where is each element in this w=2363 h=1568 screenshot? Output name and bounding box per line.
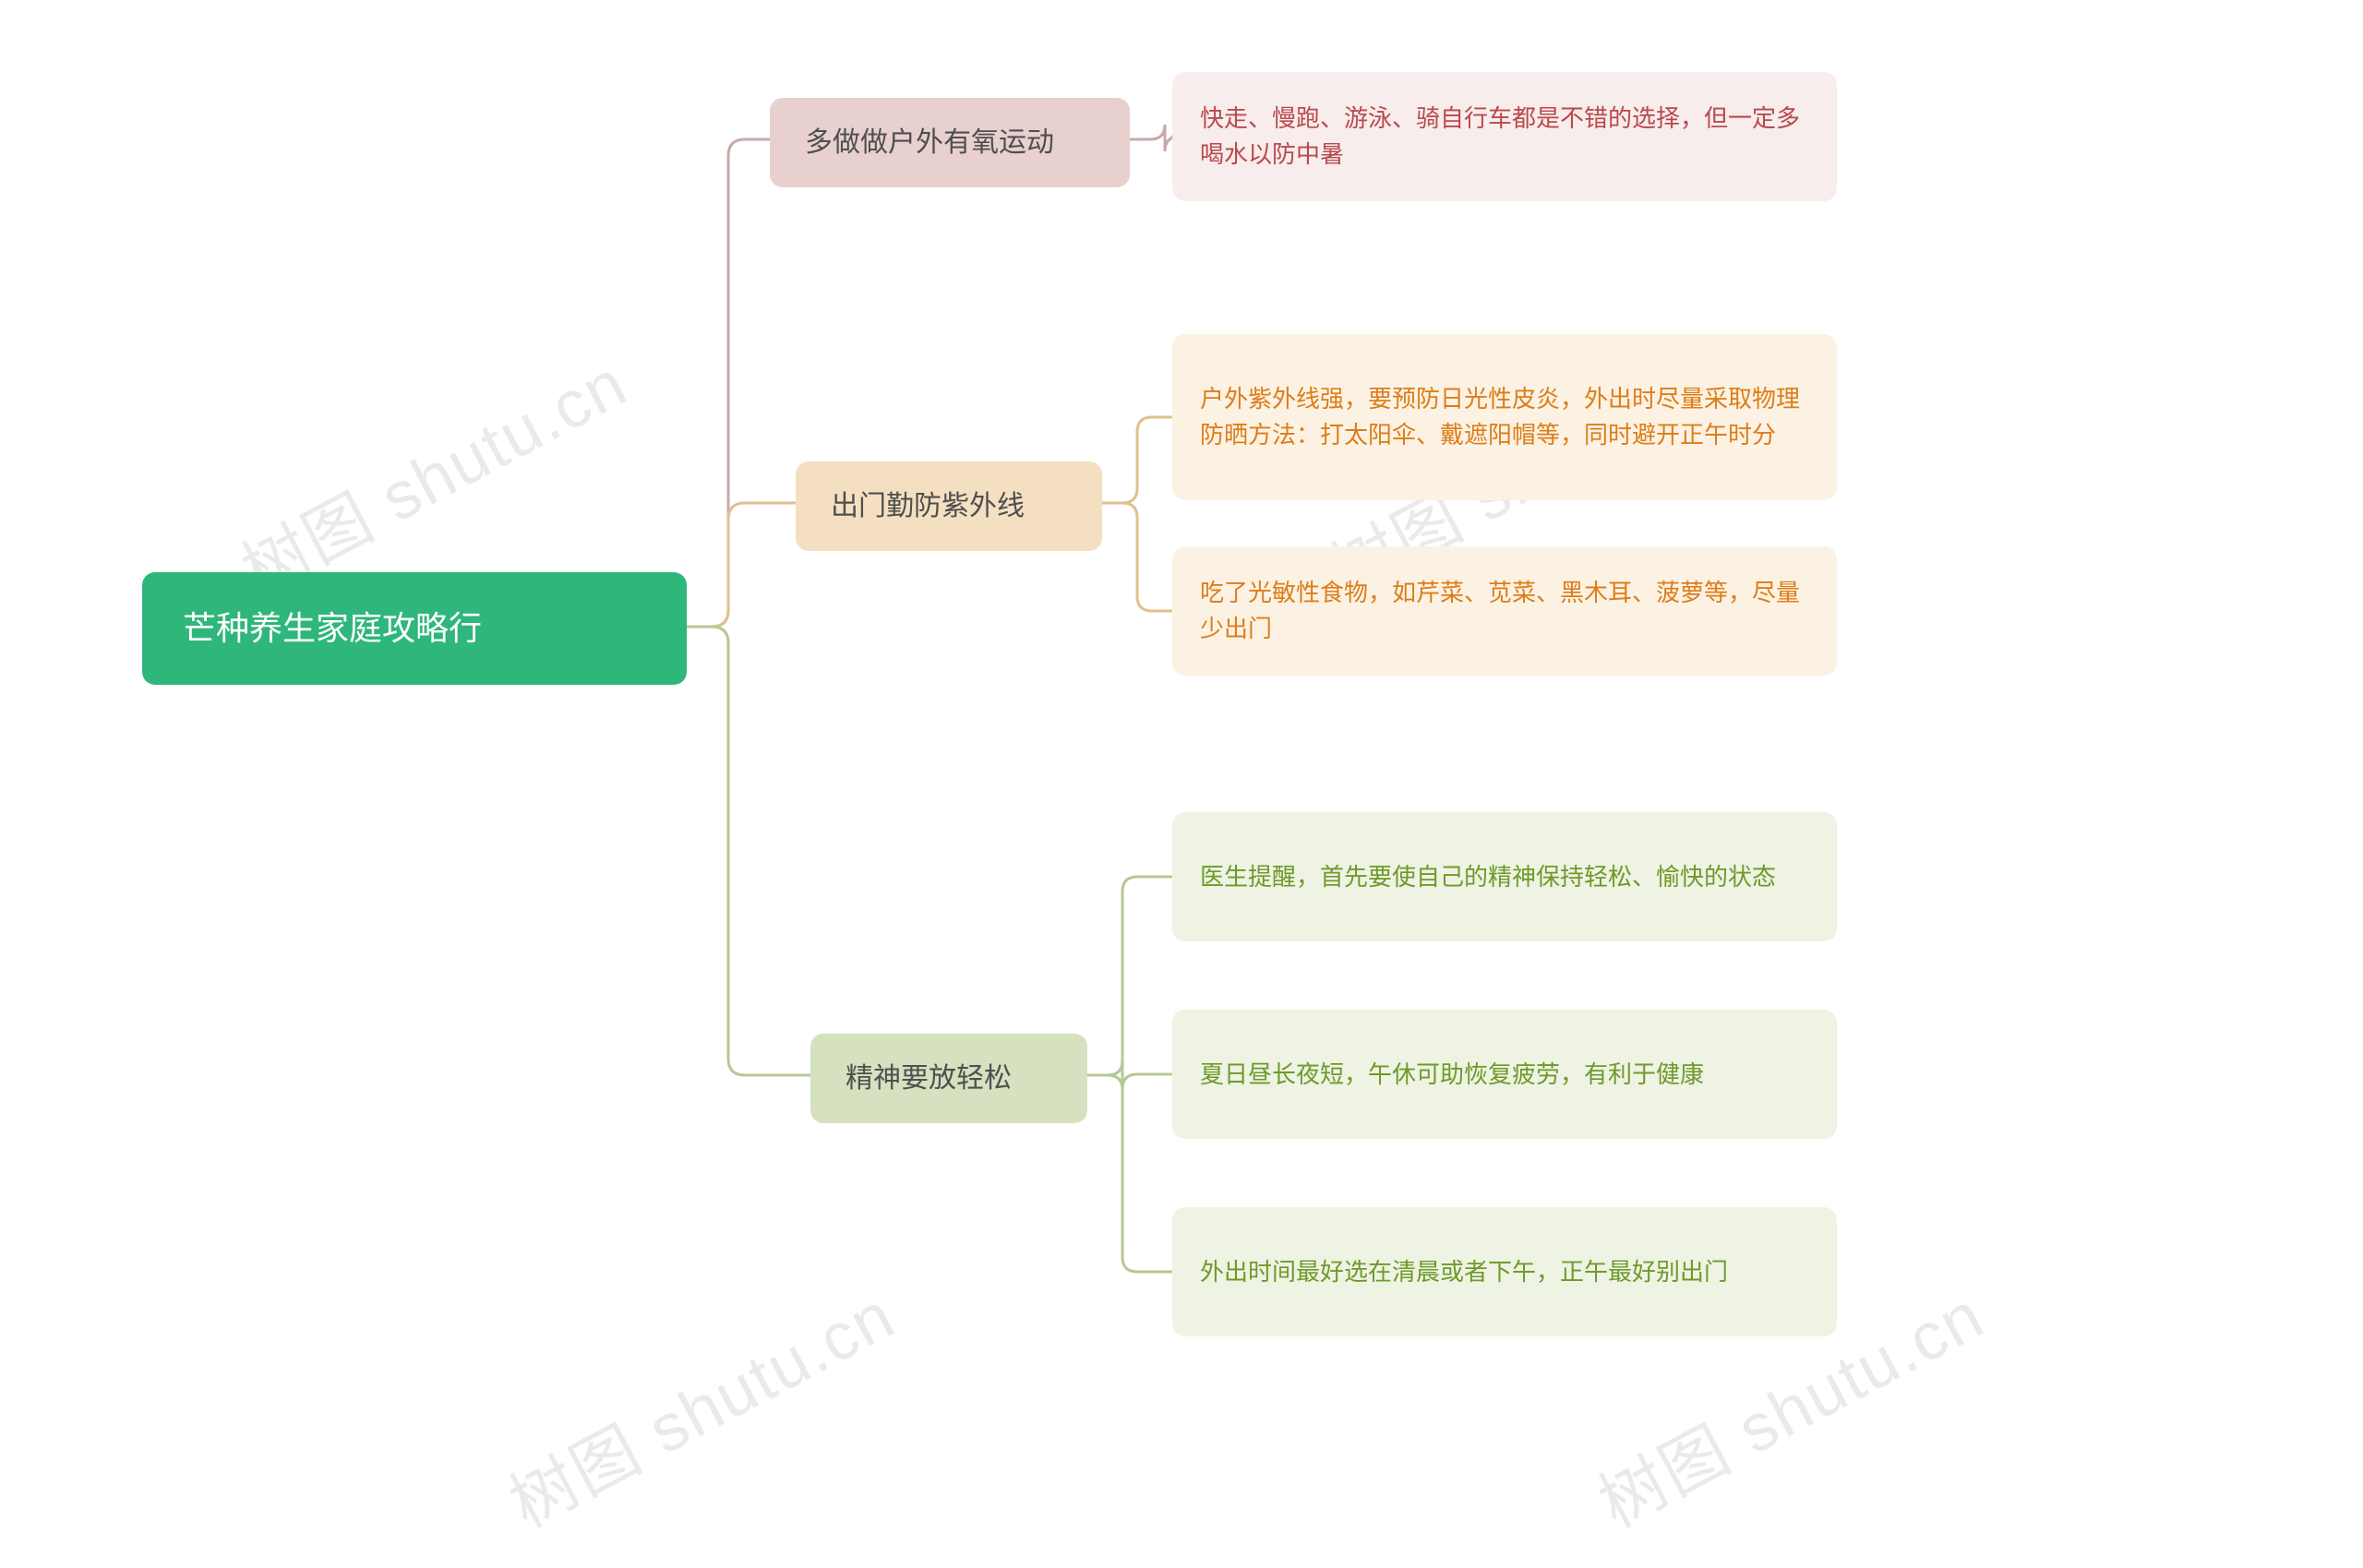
mindmap-branch-node: 精神要放轻松: [810, 1034, 1087, 1123]
mindmap-branch-node: 出门勤防紫外线: [796, 461, 1102, 551]
mindmap-leaf-node: 夏日昼长夜短，午休可助恢复疲劳，有利于健康: [1172, 1010, 1837, 1139]
watermark: 树图 shutu.cn: [222, 329, 642, 614]
mindmap-branch-node: 多做做户外有氧运动: [770, 98, 1130, 187]
mindmap-leaf-node: 户外紫外线强，要预防日光性皮炎，外出时尽量采取物理防晒方法：打太阳伞、戴遮阳帽等…: [1172, 334, 1837, 500]
mindmap-leaf-node: 快走、慢跑、游泳、骑自行车都是不错的选择，但一定多喝水以防中暑: [1172, 72, 1837, 201]
watermark: 树图 shutu.cn: [490, 1262, 909, 1546]
mindmap-leaf-node: 吃了光敏性食物，如芹菜、苋菜、黑木耳、菠萝等，尽量少出门: [1172, 546, 1837, 676]
mindmap-leaf-node: 外出时间最好选在清晨或者下午，正午最好别出门: [1172, 1207, 1837, 1336]
mindmap-root-node: 芒种养生家庭攻略行: [142, 572, 687, 685]
mindmap-leaf-node: 医生提醒，首先要使自己的精神保持轻松、愉快的状态: [1172, 812, 1837, 941]
